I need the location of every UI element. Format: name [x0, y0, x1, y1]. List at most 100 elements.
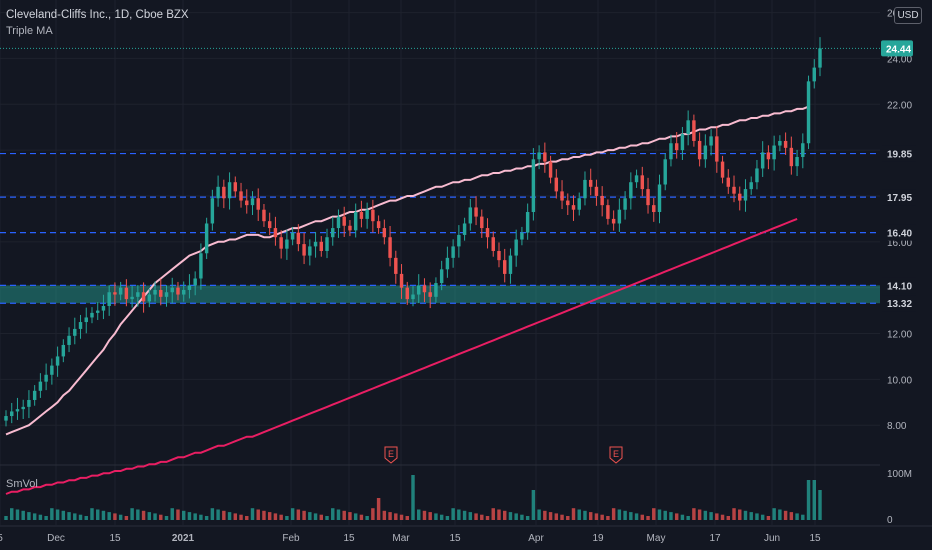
volume-bar [531, 490, 536, 520]
candle-body [445, 257, 450, 270]
time-axis-bg [0, 526, 932, 550]
candle-body [164, 292, 169, 297]
last-price-label: 24.44 [886, 44, 911, 55]
candle-body [55, 356, 60, 366]
volume-tick-label: 0 [887, 515, 893, 526]
candle-body [514, 239, 518, 256]
time-tick-label: 5 [0, 533, 3, 544]
candle-body [566, 200, 570, 206]
candle-body [245, 200, 249, 206]
candle-body [726, 177, 731, 187]
level-label-bg [882, 295, 916, 312]
volume-bar [485, 516, 490, 520]
volume-bar [818, 490, 822, 520]
candle-body [548, 161, 553, 178]
volume-bar [783, 510, 788, 520]
candle-body [588, 179, 593, 187]
volume-indicator-label[interactable]: SmVol [6, 478, 38, 490]
volume-bar [451, 508, 455, 520]
candle-body [583, 179, 587, 199]
candle-body [669, 143, 673, 160]
volume-bar [279, 514, 283, 520]
volume-bar [233, 513, 238, 520]
volume-bar [147, 512, 152, 520]
level-label-bg [882, 189, 916, 206]
candle-body [812, 67, 816, 82]
volume-bar [502, 510, 507, 520]
candle-body [818, 48, 822, 68]
volume-bar [159, 514, 163, 520]
currency-button[interactable]: USD [894, 7, 922, 24]
volume-bar [692, 508, 696, 520]
candle-body [319, 241, 324, 251]
volume-bar [497, 509, 501, 520]
candle-body [376, 221, 381, 229]
time-axis[interactable]: 5 Dec 15 2021 Feb 15 Mar 15 Apr 19 May 17 Jun 15 [0, 525, 932, 550]
candle-body [686, 120, 690, 135]
earnings-marker[interactable]: E [609, 446, 623, 464]
candle-body [107, 292, 111, 306]
price-axis[interactable]: 2624.0022.0018.0016.0012.0010.008.0019.8… [0, 0, 932, 525]
candle-body [732, 186, 736, 194]
volume-bar [113, 513, 117, 520]
time-tick-label: 2021 [172, 533, 195, 544]
candle-body [743, 189, 748, 201]
volume-bar [216, 509, 220, 520]
price-tick-label: 22.00 [887, 100, 912, 111]
level-label: 17.95 [887, 193, 912, 204]
earnings-label: E [613, 449, 619, 459]
volume-bar [588, 512, 593, 520]
candle-body [709, 136, 713, 146]
volume-bar [239, 514, 243, 520]
volume-bar [227, 512, 232, 520]
volume-bar [634, 513, 639, 520]
volume-bar [176, 509, 180, 520]
candle-body [491, 237, 495, 251]
candle-body [32, 390, 37, 400]
candle-body [187, 285, 192, 290]
candle-body [193, 278, 197, 286]
chart-title: Cleveland-Cliffs Inc., 1D, Cboe BZX [6, 9, 189, 21]
candle-body [153, 289, 157, 295]
time-tick-label: 15 [109, 533, 121, 544]
candle-body [801, 143, 805, 157]
volume-bar [204, 516, 209, 520]
candle-body [15, 409, 20, 412]
volume-bar [21, 510, 25, 520]
candle-body [394, 257, 398, 274]
candle-body [703, 145, 708, 160]
volume-bar [32, 513, 37, 520]
time-tick-label: Jun [764, 533, 780, 544]
volume-bar [726, 516, 731, 520]
earnings-marker[interactable]: E [384, 446, 398, 464]
volume-bar [743, 510, 748, 520]
price-tick-label: 10.00 [887, 375, 912, 386]
volume-bar [697, 509, 702, 520]
candle-body [124, 287, 129, 300]
candle-body [325, 237, 329, 251]
volume-bar [772, 508, 776, 520]
candle-body [273, 228, 278, 238]
candle-body [640, 175, 645, 190]
candle-body [497, 250, 501, 261]
volume-bar [187, 512, 192, 520]
volume-bar [193, 513, 197, 520]
candle-body [766, 152, 771, 160]
volume-bar [336, 509, 341, 520]
candle-body [571, 205, 576, 210]
candle-body [738, 193, 742, 201]
candle-body [411, 294, 415, 300]
indicator-label[interactable]: Triple MA [6, 25, 53, 37]
volume-bar [181, 510, 186, 520]
candle-body [480, 216, 484, 229]
time-tick-label: 17 [709, 533, 721, 544]
volume-bar [84, 516, 88, 520]
candle-body [749, 182, 753, 190]
volume-bar [245, 516, 249, 520]
candle-body [680, 134, 685, 151]
ma-long-line [5, 217, 798, 495]
volume-bar [703, 510, 708, 520]
level-label: 19.85 [887, 150, 912, 161]
